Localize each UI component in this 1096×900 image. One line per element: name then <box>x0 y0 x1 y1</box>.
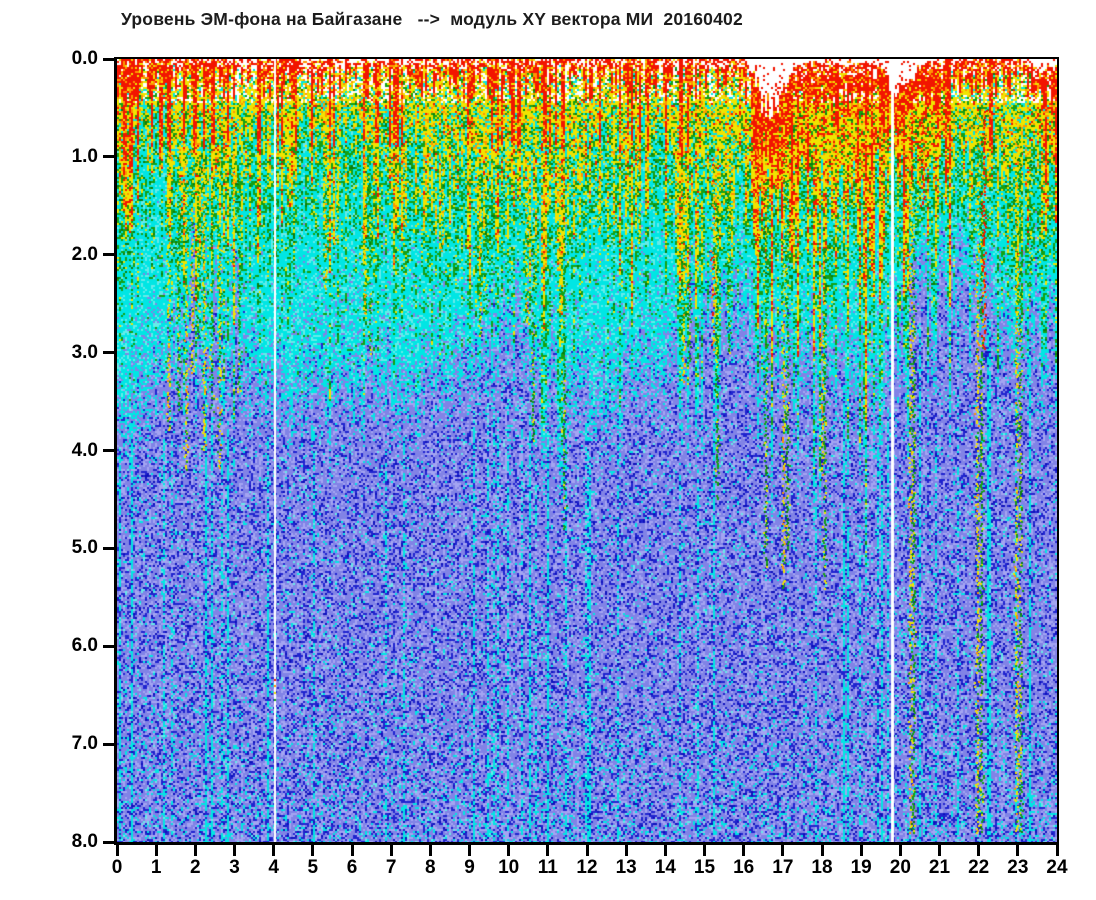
x-tick-label: 20 <box>889 857 911 878</box>
y-axis-tick <box>103 253 114 257</box>
x-axis-tick <box>115 845 119 856</box>
x-axis-tick <box>154 845 158 856</box>
x-tick-label: 9 <box>464 857 475 878</box>
y-axis-tick <box>103 840 114 844</box>
x-tick-label: 4 <box>268 857 279 878</box>
x-axis-tick <box>546 845 550 856</box>
x-tick-label: 13 <box>615 857 637 878</box>
x-axis-tick <box>781 845 785 856</box>
x-axis-tick <box>389 845 393 856</box>
x-axis-tick <box>193 845 197 856</box>
x-tick-label: 1 <box>150 857 162 878</box>
x-axis-tick <box>663 845 667 856</box>
x-tick-label: 2 <box>190 857 201 878</box>
spectrogram-canvas <box>117 59 1057 842</box>
x-axis-tick <box>272 845 276 856</box>
x-axis-tick <box>468 845 471 856</box>
x-tick-label: 22 <box>968 857 990 878</box>
x-tick-label: 6 <box>346 857 358 878</box>
y-axis-tick <box>103 155 114 159</box>
x-axis-tick <box>1016 845 1020 856</box>
x-axis-tick <box>233 845 236 856</box>
x-axis-tick <box>311 845 315 856</box>
x-axis-tick <box>859 845 863 856</box>
x-tick-label: 0 <box>111 857 123 878</box>
x-tick-label: 16 <box>733 857 755 878</box>
x-tick-label: 18 <box>811 857 833 878</box>
x-axis-tick <box>742 845 746 856</box>
y-tick-label: 6.0 <box>71 635 98 657</box>
y-tick-label: 0.0 <box>71 48 98 69</box>
y-axis-tick <box>103 57 114 61</box>
y-tick-label: 2.0 <box>71 243 98 265</box>
x-tick-label: 23 <box>1007 857 1029 878</box>
x-axis-tick <box>898 845 902 856</box>
x-tick-label: 10 <box>498 857 520 878</box>
x-axis-tick <box>624 845 628 856</box>
x-tick-label: 21 <box>928 857 951 878</box>
x-tick-label: 15 <box>693 857 716 878</box>
x-axis-tick <box>585 845 589 856</box>
x-axis-tick <box>350 845 354 856</box>
x-tick-label: 11 <box>537 857 558 878</box>
x-axis-tick <box>703 845 706 856</box>
chart-title: Уровень ЭМ-фона на Байгазане --> модуль … <box>121 9 743 29</box>
x-axis-tick <box>820 845 824 856</box>
x-tick-label: 3 <box>229 857 240 878</box>
y-axis-tick <box>103 546 114 550</box>
y-axis-tick <box>103 449 114 452</box>
plot-area <box>114 57 1059 845</box>
y-axis-tick <box>103 742 114 746</box>
x-axis-tick <box>428 845 432 856</box>
x-tick-label: 12 <box>576 857 598 878</box>
y-axis-tick <box>103 351 114 355</box>
x-axis-tick <box>977 845 981 856</box>
y-tick-label: 3.0 <box>71 341 98 363</box>
x-tick-label: 7 <box>385 857 397 878</box>
x-axis-tick <box>1055 845 1059 856</box>
x-tick-label: 17 <box>772 857 794 878</box>
x-tick-label: 24 <box>1046 857 1068 878</box>
x-tick-label: 14 <box>654 857 676 878</box>
x-axis-tick <box>507 845 511 856</box>
y-tick-label: 5.0 <box>71 537 98 559</box>
x-tick-label: 19 <box>850 857 872 878</box>
x-tick-label: 5 <box>307 857 319 878</box>
x-axis-tick <box>938 845 941 856</box>
y-tick-label: 7.0 <box>71 733 98 755</box>
x-tick-label: 8 <box>425 857 436 878</box>
y-tick-label: 4.0 <box>71 439 98 461</box>
y-tick-label: 8.0 <box>71 831 98 852</box>
y-tick-label: 1.0 <box>71 145 98 167</box>
y-axis-tick <box>103 644 114 648</box>
